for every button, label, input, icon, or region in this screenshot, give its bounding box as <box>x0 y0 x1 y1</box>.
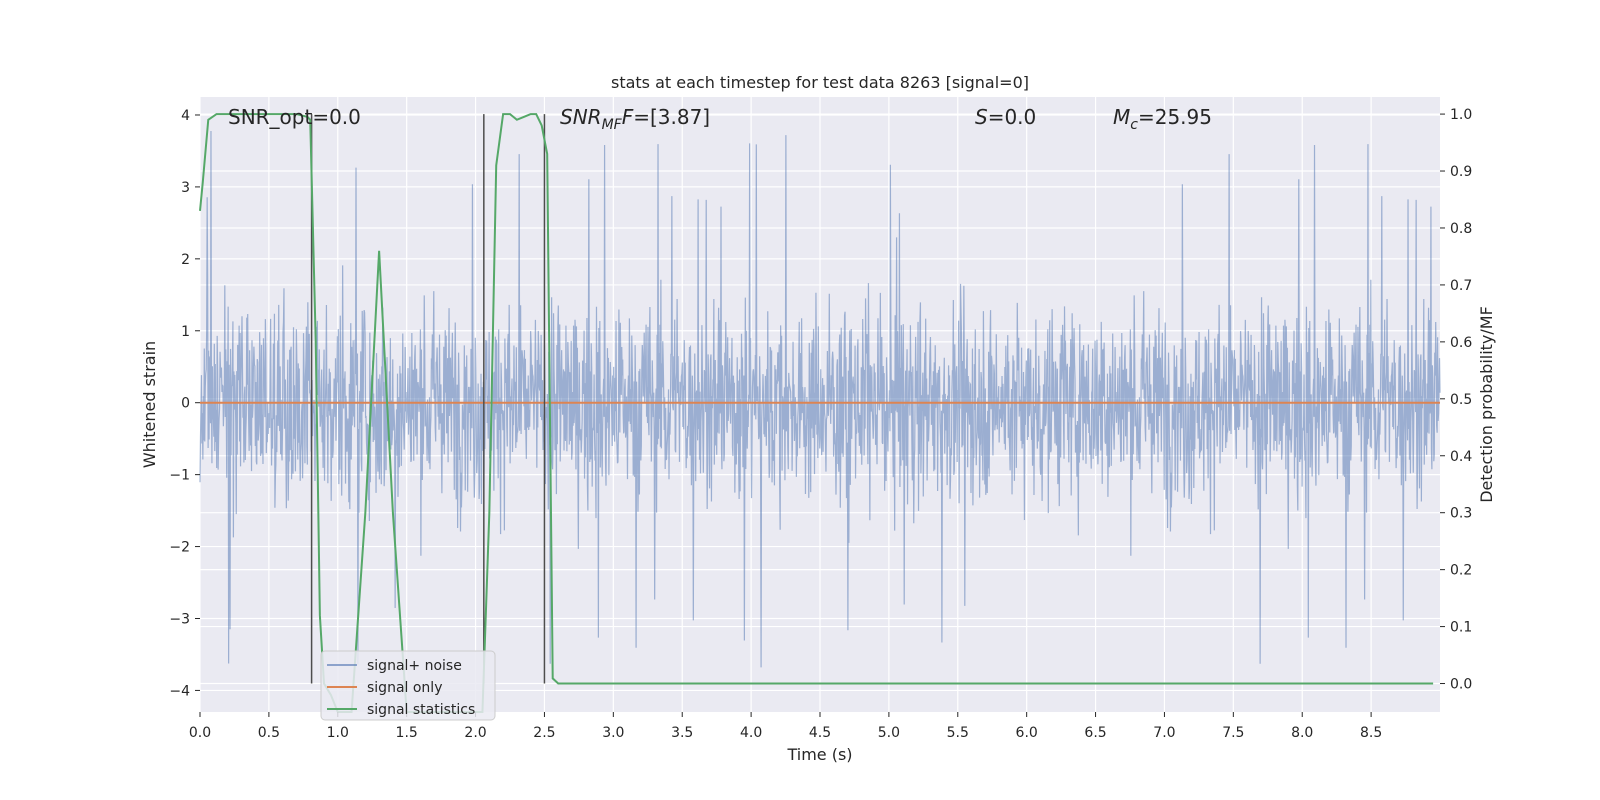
y-left-tick-label: 1 <box>181 324 190 340</box>
x-tick-label: 1.5 <box>396 725 418 741</box>
y-left-tick-label: −3 <box>169 611 190 627</box>
y-right-tick-label: 0.7 <box>1450 278 1472 294</box>
y-left-tick-label: 0 <box>181 396 190 412</box>
x-tick-label: 4.0 <box>740 725 762 741</box>
x-tick-label: 8.0 <box>1291 725 1313 741</box>
annotation-text: SNRMFF=[3.87] <box>560 105 710 133</box>
x-tick-label: 2.0 <box>464 725 486 741</box>
y-left-tick-label: 2 <box>181 252 190 268</box>
legend-entry: signal only <box>367 680 442 696</box>
x-tick-label: 7.5 <box>1222 725 1244 741</box>
y-right-tick-label: 0.2 <box>1450 563 1472 579</box>
y-right-tick-label: 0.9 <box>1450 164 1472 180</box>
y-right-tick-label: 0.0 <box>1450 677 1472 693</box>
series-signal-noise <box>199 130 1441 668</box>
y-right-tick-label: 1.0 <box>1450 107 1472 123</box>
noise-line <box>199 130 1441 668</box>
annotation-text: SNR_opt=0.0 <box>228 105 361 129</box>
y-axis-left-label: Whitened strain <box>140 341 159 468</box>
legend: signal+ noise signal only signal statistic… <box>320 650 496 721</box>
y-right-tick-label: 0.6 <box>1450 335 1472 351</box>
annotations: SNR_opt=0.0 SNRMFF=[3.87] S=0.0 Mc=25.95 <box>228 105 1212 133</box>
y-right-tick-label: 0.1 <box>1450 620 1472 636</box>
y-axis-right-label: Detection probability/MF <box>1477 306 1496 503</box>
y-left-tick-label: −4 <box>169 683 190 699</box>
x-tick-label: 5.5 <box>947 725 969 741</box>
legend-entry: signal statistics <box>367 702 475 718</box>
y-left-tick-label: −2 <box>169 540 190 556</box>
tick-labels: 0.0 0.5 1.0 1.5 2.0 2.5 3.0 3.5 4.0 4.5 5.0 5.5 6.0 6… <box>169 107 1472 741</box>
y-right-tick-label: 0.5 <box>1450 392 1472 408</box>
y-right-tick-label: 0.3 <box>1450 506 1472 522</box>
x-tick-label: 6.5 <box>1084 725 1106 741</box>
x-tick-label: 0.0 <box>189 725 211 741</box>
annotation-text: Mc=25.95 <box>1113 105 1212 133</box>
legend-entry: signal+ noise <box>367 658 462 674</box>
x-tick-label: 7.0 <box>1153 725 1175 741</box>
legend-box <box>320 650 496 721</box>
x-tick-label: 6.0 <box>1016 725 1038 741</box>
x-tick-label: 0.5 <box>258 725 280 741</box>
chart-title: stats at each timestep for test data 826… <box>611 73 1029 92</box>
y-left-tick-label: −1 <box>169 468 190 484</box>
x-tick-label: 2.5 <box>533 725 555 741</box>
x-tick-label: 3.5 <box>671 725 693 741</box>
x-axis-label: Time (s) <box>786 745 852 764</box>
annotation-text: S=0.0 <box>975 105 1036 129</box>
x-tick-label: 8.5 <box>1360 725 1382 741</box>
x-tick-label: 3.0 <box>602 725 624 741</box>
y-left-tick-label: 3 <box>181 180 190 196</box>
x-tick-label: 1.0 <box>327 725 349 741</box>
y-right-tick-label: 0.8 <box>1450 221 1472 237</box>
y-right-tick-label: 0.4 <box>1450 449 1472 465</box>
x-tick-label: 4.5 <box>809 725 831 741</box>
y-left-tick-label: 4 <box>181 108 190 124</box>
x-tick-label: 5.0 <box>878 725 900 741</box>
